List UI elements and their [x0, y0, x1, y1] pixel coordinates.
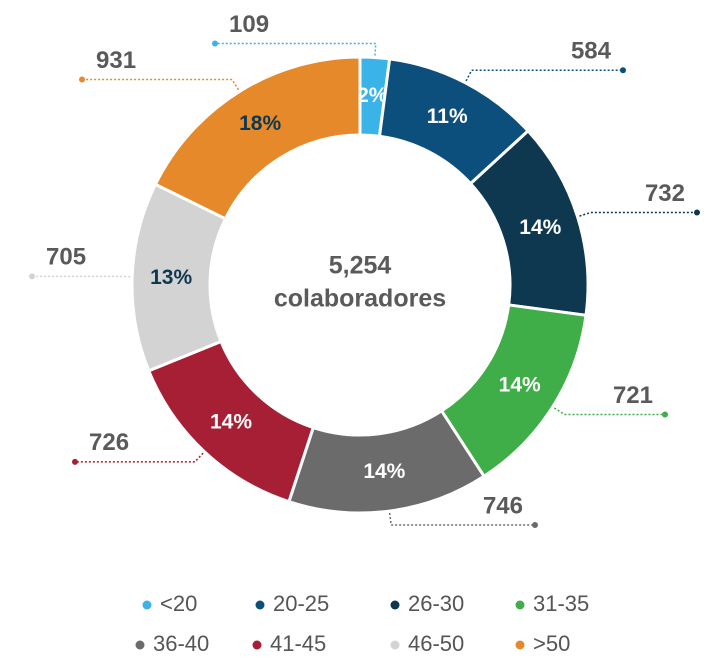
count-label: 931	[96, 47, 136, 74]
leader-line	[82, 78, 240, 91]
percentage-label: 14%	[363, 460, 405, 483]
leader-line	[465, 69, 623, 82]
percentage-label: 11%	[427, 105, 468, 128]
legend-label: >50	[533, 631, 570, 656]
percentage-label: 14%	[499, 374, 541, 397]
legend-swatch	[390, 640, 400, 650]
count-label: 721	[613, 382, 653, 409]
leader-dot	[662, 411, 668, 418]
count-label: 746	[483, 492, 523, 519]
percentage-label: 2%	[357, 84, 388, 107]
legend-swatch	[142, 600, 152, 610]
count-label: 705	[46, 244, 86, 271]
leader-dot	[72, 458, 78, 465]
legend-swatch	[252, 640, 262, 650]
percentage-label: 14%	[519, 216, 561, 239]
center-total: 5,254	[329, 252, 392, 280]
donut-segment	[153, 55, 362, 221]
count-label: 732	[645, 180, 685, 207]
legend-swatch	[255, 600, 265, 610]
percentage-label: 13%	[150, 266, 192, 289]
leader-line	[579, 211, 697, 217]
leader-dot	[532, 521, 538, 528]
legend-swatch	[515, 600, 525, 610]
legend-label: 31-35	[533, 591, 589, 616]
legend-label: <20	[160, 591, 197, 616]
leader-line	[215, 42, 377, 56]
legend-label: 20-25	[273, 591, 329, 616]
count-label: 726	[89, 429, 129, 456]
legend-label: 26-30	[408, 591, 464, 616]
percentage-label: 14%	[210, 411, 252, 434]
leader-dot	[620, 67, 626, 74]
percentage-label: 18%	[239, 112, 281, 135]
leader-line	[553, 407, 665, 416]
leader-dot	[29, 273, 35, 280]
legend-label: 36-40	[153, 631, 209, 656]
legend-swatch	[515, 640, 525, 650]
center-text: colaboradores	[274, 285, 446, 313]
legend-label: 41-45	[270, 631, 326, 656]
leader-line	[388, 512, 535, 526]
leader-line	[75, 452, 204, 463]
count-label: 109	[229, 11, 269, 38]
leader-dot	[694, 209, 700, 216]
leader-dot	[212, 40, 218, 47]
leader-dot	[79, 76, 85, 83]
legend-label: 46-50	[408, 631, 464, 656]
legend-swatch	[390, 600, 400, 610]
count-label: 584	[571, 38, 612, 65]
legend-swatch	[135, 640, 145, 650]
